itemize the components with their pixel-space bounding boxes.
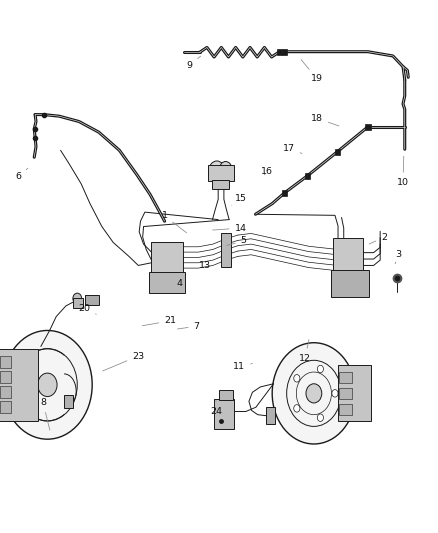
Circle shape bbox=[38, 373, 57, 397]
Text: 16: 16 bbox=[260, 167, 272, 176]
Text: 1: 1 bbox=[161, 212, 186, 233]
Bar bbox=[276, 49, 281, 55]
Bar bbox=[212, 180, 229, 189]
Circle shape bbox=[317, 365, 323, 373]
Bar bbox=[208, 165, 233, 181]
Bar bbox=[332, 238, 362, 271]
Bar bbox=[64, 395, 73, 408]
Bar bbox=[339, 388, 351, 399]
Circle shape bbox=[208, 161, 224, 180]
Text: 7: 7 bbox=[177, 322, 199, 330]
Bar bbox=[339, 404, 351, 415]
Bar bbox=[85, 295, 99, 305]
Circle shape bbox=[305, 384, 321, 403]
Text: 4: 4 bbox=[176, 279, 182, 288]
Text: 21: 21 bbox=[142, 317, 176, 326]
Circle shape bbox=[293, 375, 299, 382]
Text: 3: 3 bbox=[394, 251, 401, 264]
Bar bbox=[73, 298, 82, 308]
Text: 15: 15 bbox=[231, 194, 246, 205]
Bar bbox=[0, 401, 11, 413]
Bar bbox=[220, 233, 231, 266]
Text: 19: 19 bbox=[300, 60, 322, 83]
Text: 10: 10 bbox=[396, 156, 408, 187]
Bar bbox=[281, 190, 286, 196]
Bar bbox=[339, 372, 351, 383]
Text: 24: 24 bbox=[209, 401, 222, 416]
Bar bbox=[337, 365, 370, 421]
Text: 11: 11 bbox=[233, 362, 252, 371]
Text: 18: 18 bbox=[310, 114, 338, 126]
Circle shape bbox=[293, 405, 299, 412]
Circle shape bbox=[219, 161, 231, 176]
Text: 17: 17 bbox=[282, 144, 301, 154]
Bar bbox=[281, 49, 286, 55]
Bar bbox=[364, 124, 370, 130]
Text: 14: 14 bbox=[212, 224, 246, 232]
Circle shape bbox=[3, 330, 92, 439]
Circle shape bbox=[331, 390, 337, 397]
Text: 2: 2 bbox=[368, 233, 386, 244]
Bar bbox=[0, 356, 11, 368]
Circle shape bbox=[272, 343, 355, 444]
Text: 20: 20 bbox=[78, 304, 96, 314]
Bar bbox=[219, 390, 232, 400]
Text: 6: 6 bbox=[15, 168, 28, 181]
Bar bbox=[151, 242, 183, 273]
Bar bbox=[0, 349, 38, 421]
Bar bbox=[149, 272, 185, 293]
Text: 12: 12 bbox=[298, 340, 311, 362]
Text: 13: 13 bbox=[199, 261, 211, 270]
Bar bbox=[0, 386, 11, 398]
Bar bbox=[0, 371, 11, 383]
Text: 8: 8 bbox=[40, 398, 49, 430]
Circle shape bbox=[317, 414, 323, 422]
Bar bbox=[213, 399, 233, 429]
Bar bbox=[266, 407, 275, 424]
Bar bbox=[334, 149, 339, 155]
Circle shape bbox=[73, 293, 81, 304]
Bar bbox=[330, 270, 368, 297]
Bar bbox=[304, 173, 309, 179]
Text: 5: 5 bbox=[226, 237, 246, 246]
Text: 23: 23 bbox=[102, 352, 144, 371]
Text: 9: 9 bbox=[186, 56, 200, 69]
